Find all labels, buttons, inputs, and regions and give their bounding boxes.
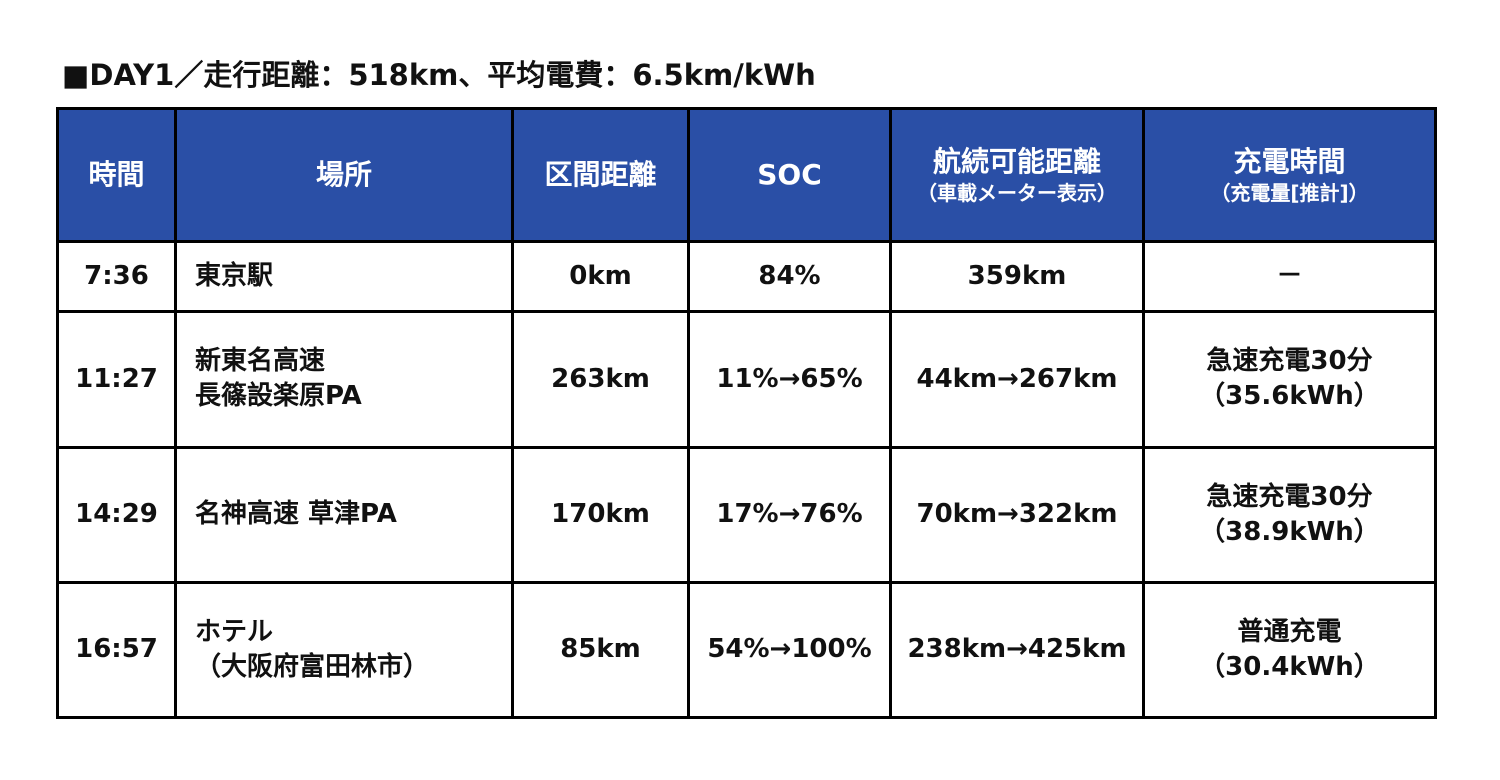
cell-text: 17%→76%	[716, 499, 863, 530]
cell-text: 14:29	[75, 499, 158, 530]
cell-text: 16:57	[75, 634, 158, 665]
header-cell: 充電時間 （充電量[推計]）	[1142, 107, 1437, 243]
cell-text: 11%→65%	[716, 363, 863, 394]
table-cell: 170km	[511, 445, 690, 584]
header-text: 場所	[315, 158, 372, 192]
cell-text: 東京駅	[195, 261, 274, 292]
table-cell: 70km→322km	[889, 445, 1145, 584]
header-subtext: （車載メーター表示）	[917, 181, 1117, 206]
header-text: 充電時間	[1233, 144, 1346, 178]
table-cell: ホテル （大阪府富田林市）	[174, 580, 514, 720]
table-cell: 7:36	[56, 239, 177, 314]
cell-text: 7:36	[84, 261, 149, 292]
table-cell: 急速充電30分 （35.6kWh）	[1142, 310, 1437, 449]
header-text: 航続可能距離	[932, 144, 1101, 178]
cell-text: 44km→267km	[916, 363, 1118, 394]
table-cell: 54%→100%	[687, 580, 892, 720]
table-cell: 238km→425km	[889, 580, 1145, 720]
cell-text: 70km→322km	[916, 499, 1118, 530]
cell-text: 54%→100%	[707, 634, 872, 665]
header-cell: 場所	[174, 107, 514, 243]
header-subtext: （充電量[推計]）	[1210, 181, 1369, 206]
cell-text: （35.6kWh）	[1199, 381, 1380, 412]
table-row: 16:57 ホテル （大阪府富田林市） 85km 54%→100% 238km→425km…	[56, 580, 1437, 720]
table-cell: 11%→65%	[687, 310, 892, 449]
cell-text: 長篠設楽原PA	[195, 381, 362, 412]
table-cell: 普通充電 （30.4kWh）	[1142, 580, 1437, 720]
cell-text: 名神高速 草津PA	[195, 499, 397, 530]
table-cell: 16:57	[56, 580, 177, 720]
cell-text: 新東名高速	[195, 346, 326, 377]
header-cell: 区間距離	[511, 107, 690, 243]
data-table: 時間 場所 区間距離 SOC 航続可能距離 （車載メーター表示） 充電時間 （充電量[推計]）…	[56, 107, 1437, 720]
table-body: 時間 場所 区間距離 SOC 航続可能距離 （車載メーター表示） 充電時間 （充電量[推計]）…	[56, 107, 1437, 720]
header-cell: 航続可能距離 （車載メーター表示）	[889, 107, 1145, 243]
header-row: 時間 場所 区間距離 SOC 航続可能距離 （車載メーター表示） 充電時間 （充電量[推計]）	[56, 107, 1437, 243]
cell-text: 普通充電	[1237, 616, 1342, 647]
table-cell: 11:27	[56, 310, 177, 449]
table-cell: 17%→76%	[687, 445, 892, 584]
page-title: ■DAY1／走行距離：518km、平均電費：6.5km/kWh	[62, 58, 816, 92]
cell-text: 11:27	[75, 363, 158, 394]
table-cell: 0km	[511, 239, 690, 314]
table-cell: 263km	[511, 310, 690, 449]
cell-text: 84%	[758, 261, 821, 292]
table-cell: 359km	[889, 239, 1145, 314]
table-cell: 急速充電30分 （38.9kWh）	[1142, 445, 1437, 584]
table-cell: 44km→267km	[889, 310, 1145, 449]
table-cell: 14:29	[56, 445, 177, 584]
cell-text: 0km	[569, 261, 632, 292]
cell-text: 359km	[967, 261, 1067, 292]
table-cell: 東京駅	[174, 239, 514, 314]
cell-text: 238km→425km	[907, 634, 1127, 665]
header-text: SOC	[757, 158, 822, 192]
table-cell: －	[1142, 239, 1437, 314]
table-cell: 85km	[511, 580, 690, 720]
table-row: 14:29 名神高速 草津PA 170km 17%→76% 70km→322km 急速充電…	[56, 445, 1437, 584]
cell-text: 急速充電30分	[1206, 481, 1373, 512]
cell-text: －	[1276, 261, 1303, 292]
cell-text: 急速充電30分	[1206, 346, 1373, 377]
table-row: 11:27 新東名高速長篠設楽原PA 263km 11%→65% 44km→267km 急…	[56, 310, 1437, 449]
cell-text: ホテル	[195, 616, 274, 647]
cell-text: （30.4kWh）	[1199, 651, 1380, 682]
cell-text: 85km	[560, 634, 641, 665]
cell-text: （大阪府富田林市）	[195, 651, 430, 682]
header-text: 時間	[88, 158, 145, 192]
table-row: 7:36 東京駅 0km 84% 359km －	[56, 239, 1437, 314]
table-cell: 新東名高速長篠設楽原PA	[174, 310, 514, 449]
header-text: 区間距離	[544, 158, 657, 192]
header-cell: 時間	[56, 107, 177, 243]
cell-text: （38.9kWh）	[1199, 516, 1380, 547]
table-cell: 84%	[687, 239, 892, 314]
table-cell: 名神高速 草津PA	[174, 445, 514, 584]
cell-text: 170km	[551, 499, 650, 530]
header-cell: SOC	[687, 107, 892, 243]
cell-text: 263km	[551, 363, 650, 394]
